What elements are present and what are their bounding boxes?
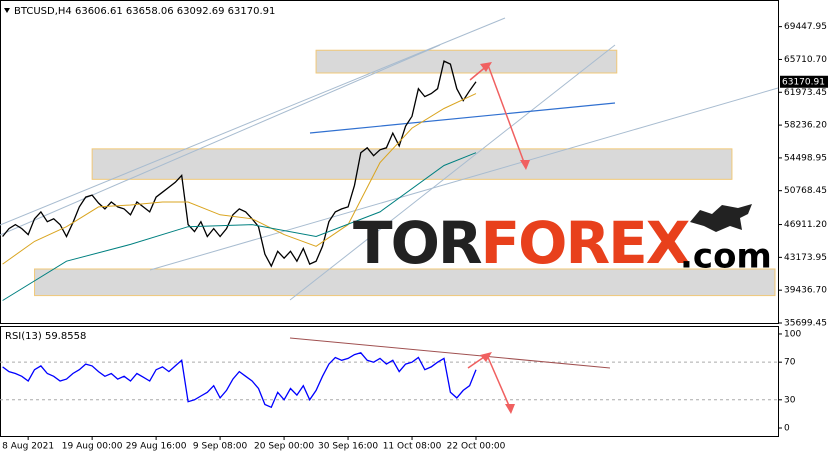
rsi-panel-frame <box>0 326 779 437</box>
arrow <box>487 64 526 166</box>
y-tick-label: 69447.95 <box>784 22 827 32</box>
y-tick-label: 100 <box>784 329 801 339</box>
channel-line <box>0 17 506 226</box>
channel-line <box>0 44 441 236</box>
y-tick-label: 61973.45 <box>784 88 827 98</box>
watermark: TORFOREX .com <box>353 204 772 277</box>
arrow-head <box>480 352 492 362</box>
x-tick-label: 19 Aug 00:00 <box>62 442 123 452</box>
arrow-head <box>520 160 530 170</box>
series <box>2 60 477 409</box>
y-tick-label: 50768.45 <box>784 186 827 196</box>
watermark-part: TOR <box>353 209 482 277</box>
price-tag <box>780 75 828 88</box>
arrow <box>486 354 511 409</box>
channel-line <box>149 87 779 271</box>
watermark-suffix: .com <box>680 237 772 277</box>
trend-line <box>309 102 616 134</box>
zone <box>315 49 618 74</box>
arrow-head <box>480 62 492 72</box>
x-tick-label: 8 Aug 2021 <box>2 442 54 452</box>
x-tick-label: 20 Sep 00:00 <box>254 442 314 452</box>
y-tick-label: 65710.70 <box>784 55 827 65</box>
x-tick-label: 29 Aug 16:00 <box>126 442 187 452</box>
moving-average <box>2 93 477 265</box>
y-tick-label: 35699.45 <box>784 319 827 329</box>
collapse-icon <box>4 8 10 13</box>
y-tick-label: 70 <box>784 358 796 368</box>
arrow-head <box>505 404 515 414</box>
moving-average <box>2 152 477 301</box>
y-tick-label: 39436.70 <box>784 286 827 296</box>
series-line <box>2 352 477 409</box>
x-tick-label: 11 Oct 08:00 <box>383 442 442 452</box>
watermark-text: TORFOREX <box>353 209 690 277</box>
y-tick-label: 43173.95 <box>784 253 827 263</box>
zone <box>91 148 733 180</box>
y-tick-label: 46911.20 <box>784 220 827 230</box>
channel-line <box>289 44 616 301</box>
y-tick-label: 0 <box>784 424 790 434</box>
rsi-trend-line <box>289 337 611 369</box>
price-panel-frame <box>0 0 779 324</box>
x-tick-label: 9 Sep 08:00 <box>193 442 248 452</box>
x-tick-label: 22 Oct 00:00 <box>447 442 506 452</box>
price-tag-label: 63170.91 <box>782 77 825 87</box>
x-tick-label: 30 Sep 16:00 <box>318 442 378 452</box>
zone <box>34 268 776 297</box>
y-tick-label: 30 <box>784 395 796 405</box>
bull-icon <box>690 204 752 232</box>
y-tick-label: 58236.20 <box>784 121 827 131</box>
drawings <box>0 17 779 414</box>
series-line <box>2 60 477 268</box>
chart-title: BTCUSD,H4 63606.61 63658.06 63092.69 631… <box>14 6 275 17</box>
rsi-title: RSI(13) 59.8558 <box>5 331 86 342</box>
y-tick-label: 54498.95 <box>784 153 827 163</box>
zones <box>0 49 778 401</box>
watermark-part: FOREX <box>481 209 690 277</box>
